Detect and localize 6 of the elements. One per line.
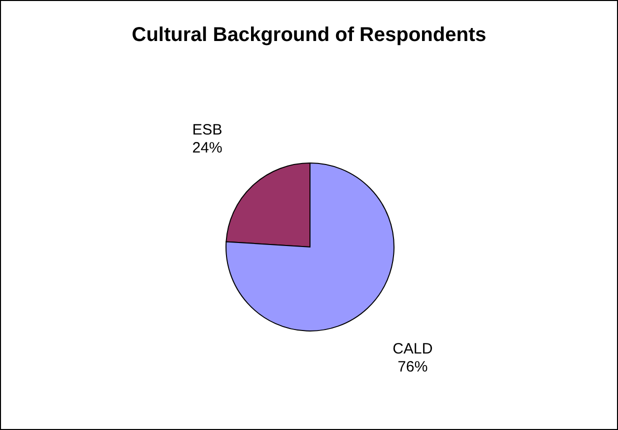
chart-title: Cultural Background of Respondents	[132, 24, 486, 46]
slice-label: ESB	[192, 122, 222, 139]
data-label: 24%	[192, 140, 222, 157]
slice-label: CALD	[392, 340, 433, 358]
pie-slice	[226, 162, 394, 332]
data-label: 76%	[398, 358, 428, 376]
